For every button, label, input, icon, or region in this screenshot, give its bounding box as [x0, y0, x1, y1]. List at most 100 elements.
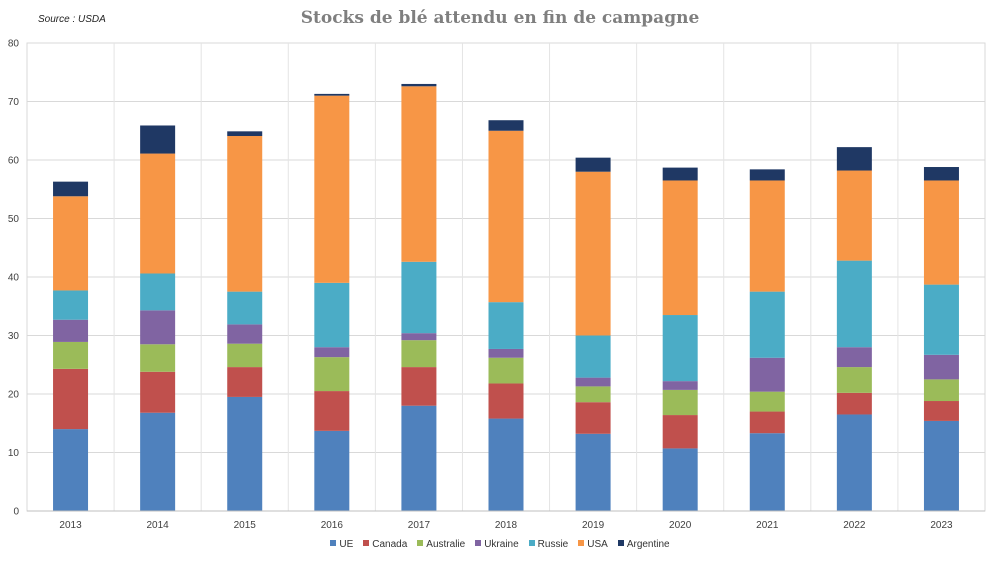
- legend-label: UE: [339, 539, 354, 550]
- bar-segment-ukraine-2017: [401, 333, 437, 341]
- bar-segment-argentine-2022: [836, 147, 872, 171]
- bar-segment-ue-2018: [488, 418, 524, 511]
- legend-swatch: [578, 540, 585, 546]
- y-tick-label: 0: [13, 507, 19, 518]
- bar-segment-usa-2022: [836, 170, 872, 261]
- bar-segment-ukraine-2016: [314, 347, 350, 358]
- bar-segment-russie-2018: [488, 302, 524, 349]
- bar-segment-usa-2021: [749, 180, 785, 292]
- legend-label: USA: [587, 539, 608, 550]
- bar-segment-russie-2017: [401, 261, 437, 334]
- bar-segment-ue-2023: [923, 420, 959, 511]
- bar-segment-ukraine-2023: [923, 354, 959, 380]
- bar-segment-ukraine-2015: [227, 324, 263, 344]
- bar-segment-russie-2015: [227, 291, 263, 325]
- legend-label: Canada: [372, 539, 408, 550]
- bar-segment-canada-2022: [836, 392, 872, 415]
- bar-segment-usa-2014: [140, 153, 176, 274]
- bar-segment-ukraine-2019: [575, 377, 611, 387]
- bar-segment-australie-2022: [836, 367, 872, 393]
- bar-segment-argentine-2015: [227, 131, 263, 137]
- bar-segment-usa-2018: [488, 130, 524, 303]
- bar-segment-australie-2018: [488, 357, 524, 384]
- bar-segment-argentine-2020: [662, 167, 698, 181]
- bar-segment-argentine-2016: [314, 93, 350, 96]
- bar-segment-argentine-2013: [53, 181, 89, 197]
- y-tick-label: 10: [8, 448, 20, 459]
- x-tick-label: 2013: [59, 520, 82, 531]
- bar-segment-usa-2019: [575, 171, 611, 336]
- bar-segment-usa-2023: [923, 180, 959, 285]
- bar-segment-russie-2023: [923, 284, 959, 355]
- bar-segment-russie-2016: [314, 282, 350, 348]
- bar-segment-ukraine-2021: [749, 357, 785, 392]
- bar-segment-canada-2016: [314, 391, 350, 431]
- bar-segment-russie-2022: [836, 260, 872, 348]
- bar-segment-ue-2016: [314, 430, 350, 511]
- x-tick-label: 2022: [843, 520, 866, 531]
- bar-segment-ukraine-2018: [488, 348, 524, 358]
- x-tick-label: 2020: [669, 520, 692, 531]
- bar-segment-argentine-2017: [401, 83, 437, 87]
- bar-segment-russie-2014: [140, 273, 176, 311]
- bar-segment-argentine-2021: [749, 169, 785, 181]
- bar-segment-australie-2015: [227, 343, 263, 368]
- bar-segment-ue-2017: [401, 405, 437, 511]
- y-tick-label: 70: [8, 97, 20, 108]
- legend-item-ukraine: Ukraine: [475, 539, 519, 550]
- y-tick-label: 80: [8, 39, 20, 50]
- legend-item-ue: UE: [330, 539, 353, 550]
- bar-segment-usa-2017: [401, 86, 437, 262]
- bar-segment-canada-2017: [401, 367, 437, 406]
- bar-segment-australie-2023: [923, 379, 959, 402]
- bar-segment-ue-2020: [662, 448, 698, 511]
- bar-segment-ue-2022: [836, 414, 872, 511]
- y-tick-label: 30: [8, 331, 20, 342]
- bar-segment-australie-2014: [140, 344, 176, 372]
- bar-segment-australie-2017: [401, 340, 437, 368]
- bar-segment-usa-2020: [662, 180, 698, 316]
- legend-item-usa: USA: [578, 539, 608, 550]
- source-note: Source : USDA: [38, 14, 106, 25]
- legend-label: Russie: [537, 539, 569, 550]
- legend-item-russie: Russie: [528, 539, 569, 550]
- x-tick-label: 2017: [408, 520, 431, 531]
- legend-swatch: [475, 540, 482, 546]
- bar-segment-australie-2016: [314, 357, 350, 392]
- bar-segment-australie-2013: [53, 341, 89, 369]
- bar-segment-canada-2015: [227, 367, 263, 397]
- bar-segment-australie-2021: [749, 391, 785, 412]
- legend-swatch: [528, 540, 535, 546]
- x-tick-label: 2018: [495, 520, 518, 531]
- bar-segment-canada-2018: [488, 383, 524, 419]
- bar-segment-canada-2013: [53, 368, 89, 430]
- bar-segment-canada-2023: [923, 401, 959, 421]
- bar-segment-russie-2013: [53, 290, 89, 320]
- y-tick-label: 20: [8, 390, 20, 401]
- bar-segment-argentine-2018: [488, 120, 524, 131]
- legend-item-australie: Australie: [417, 539, 465, 550]
- legend-swatch: [417, 540, 424, 546]
- y-tick-label: 60: [8, 156, 20, 167]
- bar-segment-russie-2021: [749, 291, 785, 358]
- bar-segment-argentine-2014: [140, 125, 176, 154]
- bar-segment-ukraine-2013: [53, 319, 89, 342]
- bar-segment-canada-2019: [575, 402, 611, 434]
- bar-segment-russie-2020: [662, 315, 698, 382]
- x-tick-label: 2021: [756, 520, 779, 531]
- legend-label: Argentine: [626, 539, 670, 550]
- bar-segment-usa-2013: [53, 196, 89, 291]
- legend-item-argentine: Argentine: [617, 539, 670, 550]
- bar-segment-ue-2021: [749, 433, 785, 511]
- legend-swatch: [363, 540, 370, 546]
- y-tick-label: 50: [8, 214, 20, 225]
- bar-segment-ukraine-2020: [662, 381, 698, 390]
- bar-segment-australie-2019: [575, 386, 611, 403]
- legend-label: Ukraine: [484, 539, 519, 550]
- legend-label: Australie: [426, 539, 466, 550]
- x-tick-label: 2014: [147, 520, 170, 531]
- bar-segment-ue-2019: [575, 433, 611, 511]
- bar-segment-ue-2014: [140, 412, 176, 511]
- bar-segment-ue-2015: [227, 396, 263, 511]
- x-tick-label: 2019: [582, 520, 605, 531]
